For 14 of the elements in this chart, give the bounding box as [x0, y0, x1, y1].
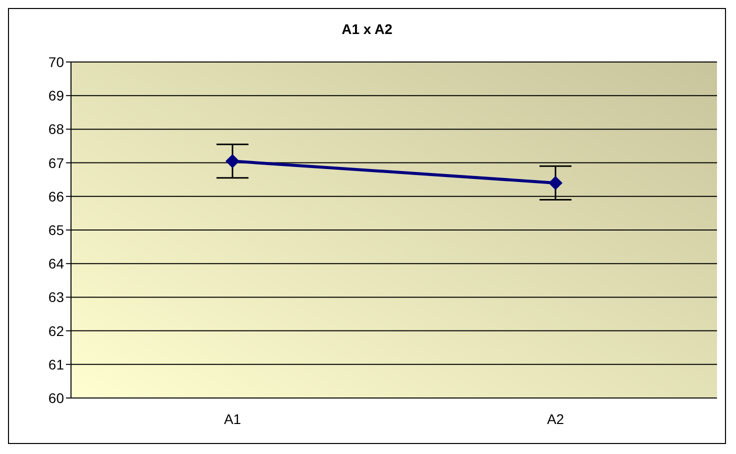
y-tick-label: 64	[48, 256, 64, 272]
y-tick-label: 67	[48, 154, 64, 171]
chart-title: A1 x A2	[340, 21, 394, 37]
y-tick-label: 60	[48, 390, 64, 406]
y-tick-label: 68	[48, 121, 64, 138]
x-tick-label: A2	[546, 410, 564, 427]
y-tick-label: 61	[48, 356, 64, 372]
y-tick-label: 69	[48, 88, 64, 104]
y-tick-label: 70	[48, 54, 64, 70]
x-tick-label: A1	[224, 410, 242, 427]
y-tick-label: 63	[48, 289, 64, 306]
y-tick-label: 66	[48, 188, 64, 204]
y-tick-label: 62	[48, 322, 64, 339]
y-tick-label: 65	[48, 222, 64, 238]
